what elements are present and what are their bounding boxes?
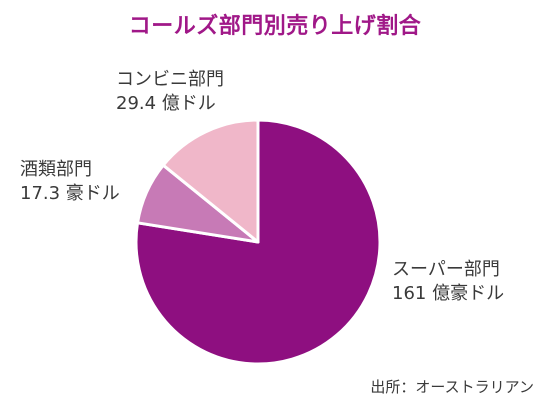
slice-name-super: スーパー部門 — [392, 259, 500, 280]
source-note: 出所：オーストラリアン — [370, 378, 534, 396]
slice-name-liquor: 酒類部門 — [20, 159, 92, 180]
slice-label-super: スーパー部門 161 億豪ドル — [392, 258, 504, 306]
slice-label-convenience: コンビニ部門 29.4 億ドル — [116, 68, 224, 116]
chart-title: コールズ部門別売り上げ割合 — [128, 14, 422, 39]
pie-slice-convenience — [161, 118, 260, 244]
slice-label-liquor: 酒類部門 17.3 豪ドル — [20, 158, 120, 206]
slice-value-convenience: 29.4 億ドル — [116, 93, 216, 114]
slice-name-convenience: コンビニ部門 — [116, 69, 224, 90]
slice-value-liquor: 17.3 豪ドル — [20, 183, 120, 204]
slice-value-super: 161 億豪ドル — [392, 283, 505, 304]
